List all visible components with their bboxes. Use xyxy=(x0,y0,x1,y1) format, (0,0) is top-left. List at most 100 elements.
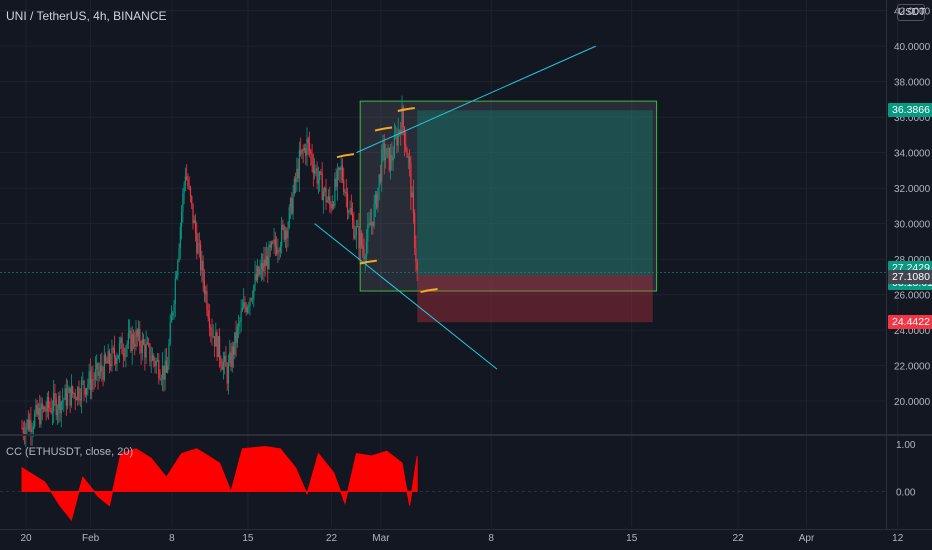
y-tick-label: 38.0000 xyxy=(894,78,931,89)
candle-body xyxy=(207,310,209,319)
candle-body xyxy=(55,397,57,416)
candle-body xyxy=(59,395,61,414)
symbol-title[interactable]: UNI / TetherUS, 4h, BINANCE xyxy=(6,9,167,23)
candle-body xyxy=(255,274,257,280)
currency-button[interactable]: USDT xyxy=(897,4,925,21)
candle-body xyxy=(220,359,222,366)
x-tick-label: 8 xyxy=(488,533,494,544)
candle-body xyxy=(53,393,55,412)
candle-body xyxy=(246,306,249,313)
candle-body xyxy=(211,328,213,337)
candle-body xyxy=(94,369,97,380)
candle-body xyxy=(87,383,89,389)
candle-body xyxy=(205,290,207,294)
candle-body xyxy=(270,242,273,248)
candle-body xyxy=(31,429,33,432)
candle-body xyxy=(165,360,167,373)
candle-body xyxy=(40,403,42,425)
candle-body xyxy=(382,142,384,150)
candle-body xyxy=(130,330,132,352)
indicator-title[interactable]: CC (ETHUSDT, close, 20) xyxy=(6,446,134,458)
candle-body xyxy=(312,164,314,174)
candle-body xyxy=(155,360,157,366)
candle-body xyxy=(63,399,65,401)
candle-body xyxy=(212,336,214,338)
x-tick-label: 8 xyxy=(169,533,175,544)
candle-body xyxy=(108,351,110,364)
y-tick-label: 22.0000 xyxy=(894,362,931,373)
candle-body xyxy=(132,334,135,345)
candle-body xyxy=(407,157,409,158)
candle-body xyxy=(308,142,311,152)
candle-body xyxy=(67,392,69,406)
candle-body xyxy=(30,420,32,432)
candle-body xyxy=(330,204,332,209)
candle-body xyxy=(291,198,293,214)
candle-body xyxy=(70,386,72,406)
candle-body xyxy=(110,363,112,367)
candle-body xyxy=(92,379,94,381)
candle-body xyxy=(300,150,302,155)
candle-body xyxy=(41,403,43,410)
candle-body xyxy=(272,242,274,243)
candle-body xyxy=(226,366,228,384)
candle-body xyxy=(172,312,174,316)
candle-body xyxy=(48,397,50,408)
candle-body xyxy=(410,162,412,198)
candle-body xyxy=(340,165,342,170)
candle-body xyxy=(189,187,192,197)
candle-body xyxy=(174,278,176,304)
x-tick-label: Feb xyxy=(82,533,100,544)
chart-grid xyxy=(0,0,899,527)
candle-body xyxy=(365,240,368,258)
candle-body xyxy=(239,321,241,323)
candle-body xyxy=(355,226,357,236)
candle-body xyxy=(25,426,27,437)
stop-price-tag: 24.4422 xyxy=(888,315,932,330)
selection-box xyxy=(359,100,658,292)
candle-body xyxy=(196,233,198,254)
candle-body xyxy=(258,266,260,276)
candle-body xyxy=(184,176,186,185)
candle-body xyxy=(82,380,84,382)
candle-body xyxy=(353,220,355,239)
candle-body xyxy=(301,149,303,155)
candle-body xyxy=(64,388,66,400)
candle-body xyxy=(89,371,91,390)
candle-body xyxy=(363,249,365,260)
candle-body xyxy=(260,263,262,269)
annotation-mark xyxy=(374,126,393,132)
profit-zone xyxy=(417,110,653,275)
candle-body xyxy=(373,204,375,227)
candle-body xyxy=(378,174,380,188)
candle-body xyxy=(143,339,145,345)
candle-body xyxy=(192,203,194,224)
candle-body xyxy=(274,239,276,247)
candle-body xyxy=(153,355,155,361)
candle-body xyxy=(217,336,219,357)
candle-body xyxy=(282,224,284,226)
candle-body xyxy=(293,178,295,195)
annotation-mark xyxy=(359,259,377,265)
candle-body xyxy=(91,379,93,390)
candle-body xyxy=(232,346,235,355)
candle-body xyxy=(181,212,183,227)
candle-body xyxy=(175,275,178,279)
candle-body xyxy=(296,168,298,182)
candle-body xyxy=(297,168,299,179)
candle-body xyxy=(402,107,404,127)
candle-body xyxy=(210,327,212,329)
x-tick-label: 20 xyxy=(20,533,32,544)
candle-body xyxy=(230,352,232,367)
candle-body xyxy=(321,173,323,201)
candle-body xyxy=(222,361,224,370)
y-tick-label: 32.0000 xyxy=(894,184,931,195)
candle-body xyxy=(77,387,79,401)
candle-body xyxy=(135,329,137,347)
y-tick-label: 24.0000 xyxy=(894,326,931,337)
candle-body xyxy=(265,256,268,267)
candle-body xyxy=(319,171,321,180)
candle-body xyxy=(345,191,347,194)
candle-body xyxy=(208,318,211,328)
